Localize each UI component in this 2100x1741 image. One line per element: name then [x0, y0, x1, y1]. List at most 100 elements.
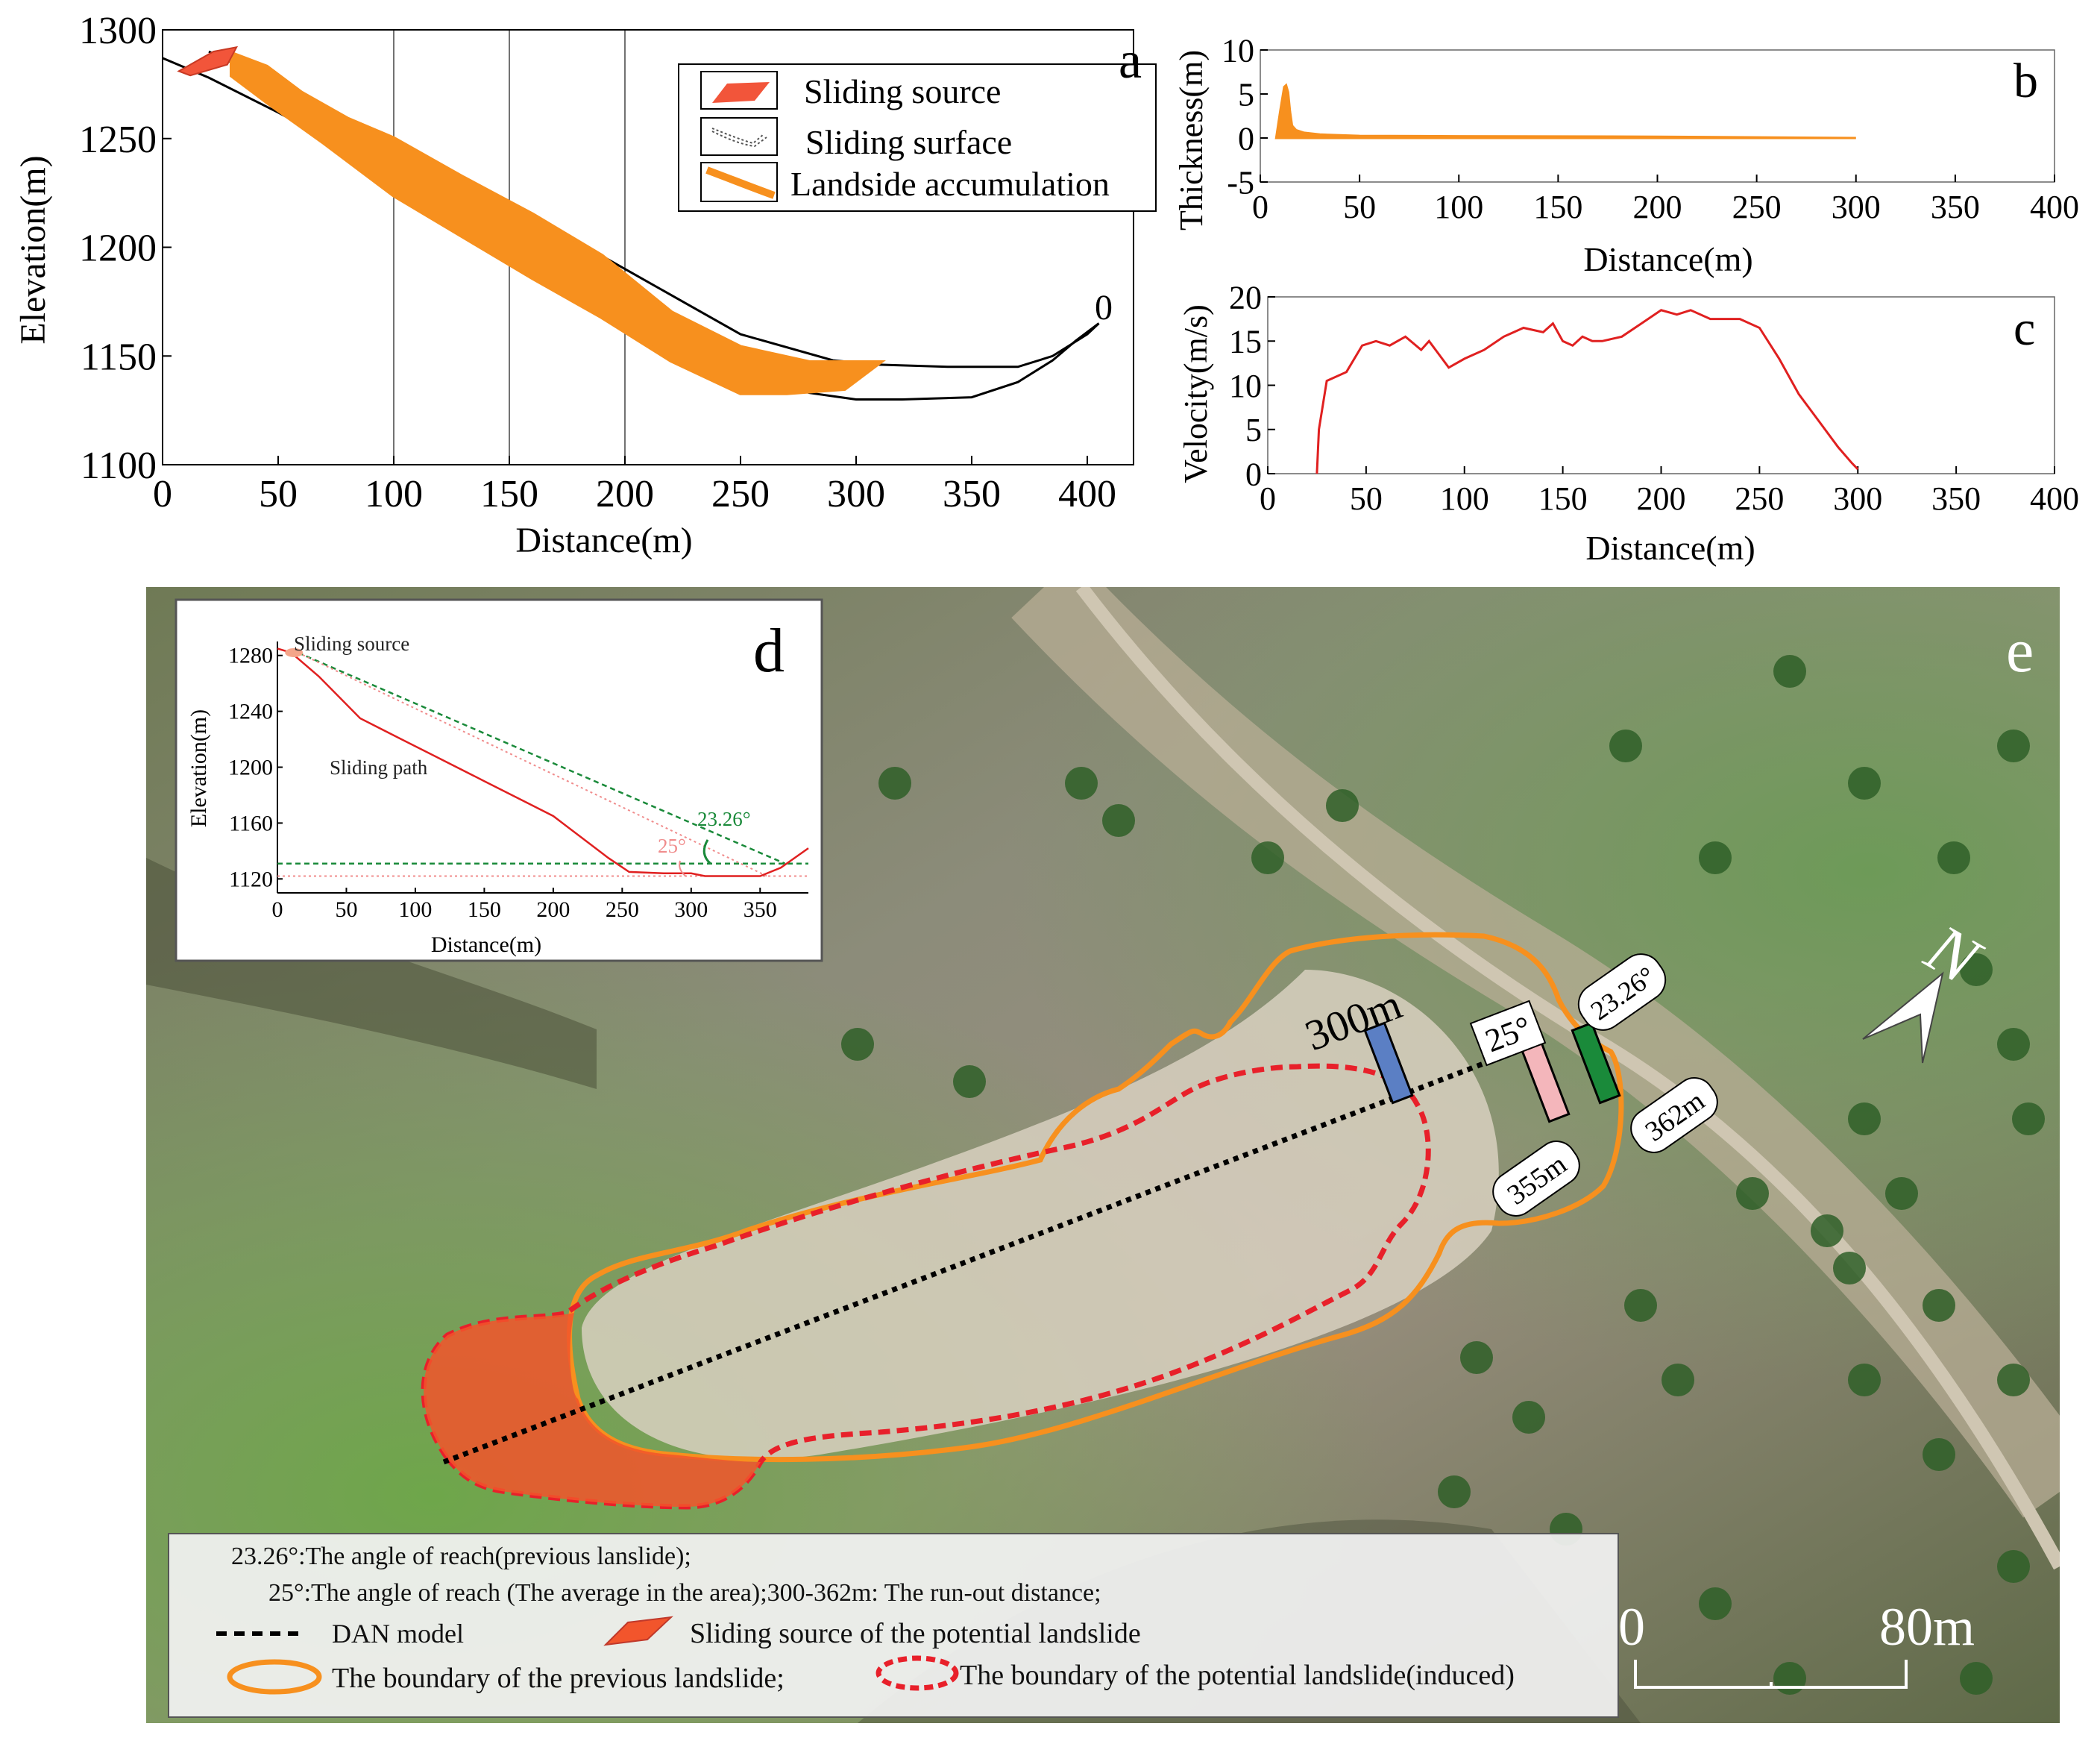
- a-legend-accum-swatch: [700, 162, 778, 202]
- tree-icon: [2012, 1102, 2045, 1135]
- c-ylabel: Velocity(m/s): [1178, 304, 1214, 483]
- tree-icon: [1848, 767, 1881, 800]
- x-tick-label: 250: [606, 897, 639, 922]
- marker-300m: [1363, 1021, 1414, 1105]
- b-xlabel: Distance(m): [1583, 240, 1752, 278]
- plot-frame: [1267, 296, 2055, 474]
- tree-icon: [1609, 730, 1642, 762]
- panel-letter-d: d: [753, 616, 785, 686]
- map-legend: 23.26°:The angle of reach(previous lansl…: [168, 1533, 1619, 1718]
- panel-d-inset: 0 50 100 150 200 250 300 350 1120 1160 1200 1240 128…: [175, 598, 823, 962]
- scale-zero: 0: [1618, 1597, 1645, 1657]
- tree-icon: [1512, 1401, 1545, 1434]
- river-valley: [1011, 587, 2060, 1518]
- y-tick-label: 1300: [79, 10, 157, 52]
- x-tick-label: 300: [674, 897, 708, 922]
- scale-80m: 80m: [1879, 1597, 1975, 1657]
- x-tick-label: 0: [1252, 189, 1269, 225]
- x-tick-label: 150: [1538, 480, 1588, 517]
- x-tick-label: 0: [1260, 480, 1276, 517]
- x-tick-label: 300: [1832, 189, 1881, 225]
- y-tick-label: 15: [1229, 324, 1262, 360]
- x-tick-label: 400: [2030, 189, 2079, 225]
- x-tick-label: 300: [1833, 480, 1882, 517]
- tree-icon: [1773, 1662, 1806, 1695]
- a-axes: 0 50 100 150 200 250 300 350 400 1100 1150 1200 1250…: [79, 10, 1134, 515]
- tree-icon: [1736, 1177, 1769, 1210]
- marker-362m: [1571, 1021, 1621, 1105]
- tree-icon: [1848, 1102, 1881, 1135]
- d-angle-green-label: 23.26°: [697, 808, 751, 830]
- legend-source: Sliding source of the potential landslid…: [690, 1618, 1141, 1649]
- x-tick-label: 100: [1434, 189, 1483, 225]
- x-tick-label: 100: [365, 473, 423, 515]
- previous-landslide-boundary: [567, 932, 1624, 1463]
- tree-icon: [1460, 1341, 1493, 1374]
- panel-letter-a: a: [1119, 32, 1142, 90]
- a-legend-surface-swatch: [700, 117, 778, 156]
- tree-icon: [1848, 1364, 1881, 1396]
- tree-icon: [1773, 655, 1806, 688]
- legend-line-25: 25°:The angle of reach (The average in t…: [268, 1579, 1101, 1607]
- tree-icon: [1251, 841, 1284, 874]
- x-tick-label: 150: [468, 897, 501, 922]
- y-tick-label: 10: [1229, 368, 1262, 404]
- a-xlabel: Distance(m): [515, 521, 692, 560]
- d-source-label: Sliding source: [294, 633, 409, 655]
- a-legend: Sliding source Sliding surface Landside …: [678, 63, 1157, 212]
- legend-dan: DAN model: [332, 1619, 464, 1649]
- landslide-accumulation-area: [230, 50, 886, 395]
- y-tick-label: 0: [1238, 120, 1254, 157]
- c-plot: [1315, 309, 1859, 474]
- x-tick-label: 100: [1440, 480, 1489, 517]
- tree-icon: [1438, 1475, 1471, 1508]
- scale-bar: 0 80m: [1618, 1597, 1975, 1689]
- b-plot: [1274, 83, 1856, 139]
- y-tick-label: 1280: [228, 644, 273, 668]
- sliding-source-area: [424, 1313, 761, 1507]
- x-tick-label: 150: [480, 473, 538, 515]
- legend-previous: The boundary of the previous landslide;: [332, 1663, 785, 1694]
- x-tick-label: 50: [259, 473, 298, 515]
- d-xlabel: Distance(m): [431, 932, 541, 957]
- tree-icon: [1102, 804, 1135, 837]
- x-tick-label: 300: [827, 473, 885, 515]
- angle-line-2326: [298, 651, 786, 865]
- x-tick-label: 50: [1343, 189, 1376, 225]
- x-tick-label: 0: [153, 473, 172, 515]
- y-tick-label: -5: [1227, 164, 1254, 201]
- inset-background: [175, 598, 823, 962]
- vegetation-dots: [655, 655, 2045, 1695]
- y-tick-label: 1160: [229, 811, 273, 835]
- panel-e-orthophoto: 300m 25° 23.26° 355m 362m N 0 80m: [146, 587, 2060, 1723]
- x-tick-label: 200: [596, 473, 654, 515]
- tree-icon: [953, 1065, 986, 1098]
- y-tick-label: 20: [1229, 279, 1262, 316]
- y-tick-label: 1200: [79, 228, 157, 270]
- y-tick-label: 1250: [79, 119, 157, 161]
- y-tick-label: 1200: [228, 756, 273, 780]
- tree-icon: [1997, 730, 2030, 762]
- y-tick-label: 10: [1222, 32, 1254, 69]
- a-legend-source-icon: [712, 82, 770, 103]
- scale-line: [1634, 1660, 1908, 1689]
- inset-axes: 0 50 100 150 200 250 300 350 1120 1160 1200 1240 128…: [228, 641, 808, 922]
- x-tick-label: 250: [1735, 480, 1784, 517]
- y-tick-label: 1120: [229, 867, 273, 891]
- x-tick-label: 350: [1931, 189, 1980, 225]
- x-tick-label: 200: [1637, 480, 1686, 517]
- y-tick-label: 1240: [228, 700, 273, 724]
- legend-previous-symbol: [227, 1659, 322, 1695]
- y-tick-label: 0: [1245, 456, 1262, 492]
- thickness-area: [1274, 83, 1856, 139]
- tree-icon: [1997, 1364, 2030, 1396]
- x-tick-label: 350: [1931, 480, 1981, 517]
- tree-icon: [1885, 1177, 1918, 1210]
- tree-icon: [1997, 1550, 2030, 1583]
- panel-letter-c: c: [2013, 301, 2035, 356]
- potential-landslide-boundary: [421, 1063, 1431, 1510]
- dan-model-line: [442, 1038, 1545, 1465]
- tree-icon: [1326, 789, 1359, 822]
